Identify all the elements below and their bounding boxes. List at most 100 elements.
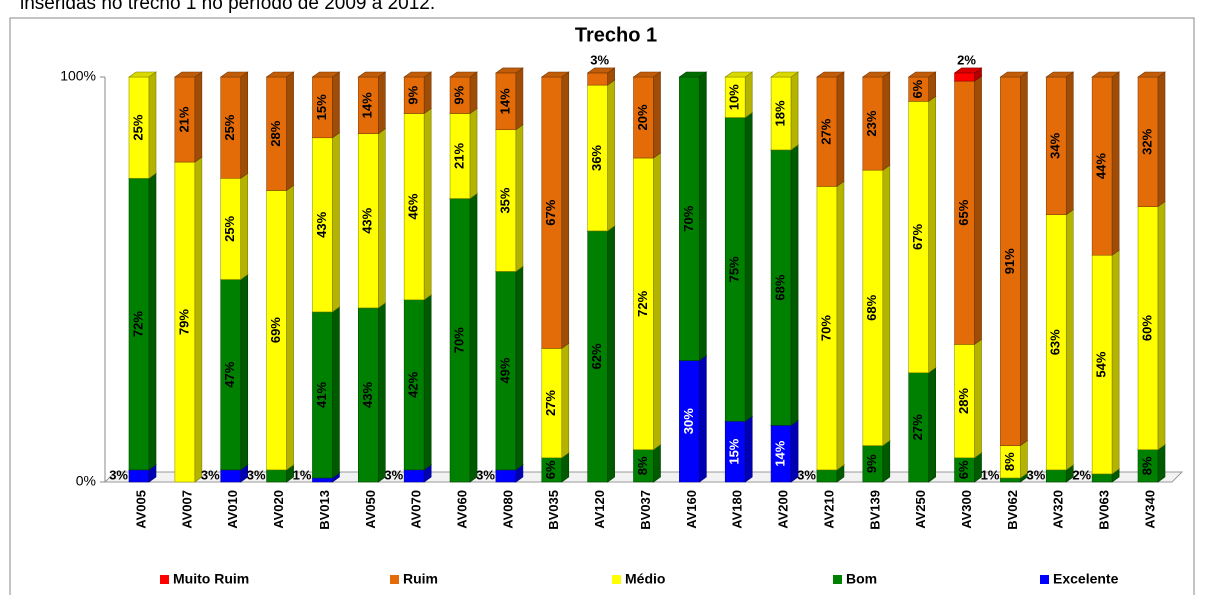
data-label: 69%	[268, 317, 283, 343]
data-label: 70%	[818, 315, 833, 341]
data-label: 23%	[864, 110, 879, 136]
data-label: 15%	[727, 438, 742, 464]
bar-side	[332, 71, 340, 139]
bar-top	[999, 71, 1029, 78]
bar-top	[357, 71, 387, 78]
bar-side	[469, 71, 478, 115]
bar-segment	[312, 477, 333, 483]
data-label: 27%	[543, 390, 558, 416]
data-label: 2%	[957, 52, 976, 67]
x-tick-label: BV035	[546, 490, 561, 530]
bar-top	[311, 71, 341, 78]
data-label: 3%	[109, 467, 128, 482]
bar-side	[836, 180, 845, 471]
bar-side	[561, 71, 570, 349]
data-label: 8%	[635, 456, 650, 475]
bar-side	[378, 302, 386, 483]
data-label: 27%	[910, 414, 925, 440]
data-label: 1%	[981, 467, 1000, 482]
data-label: 3%	[1026, 467, 1045, 482]
x-tick-label: AV200	[776, 490, 791, 529]
data-label: 54%	[1094, 351, 1109, 377]
x-tick-label: AV080	[500, 490, 515, 529]
data-label: 3%	[247, 467, 266, 482]
bar-top	[816, 71, 845, 78]
data-label: 2%	[1072, 467, 1091, 482]
data-label: 9%	[864, 454, 879, 473]
bar-side	[286, 71, 294, 191]
data-label: 14%	[773, 440, 788, 466]
bar-side	[1111, 71, 1120, 256]
bar-top	[540, 71, 570, 78]
data-label: 43%	[360, 207, 375, 233]
x-tick-label: AV050	[363, 490, 378, 529]
data-label: 25%	[222, 215, 237, 241]
bar-segment	[1091, 473, 1113, 483]
bar-side	[515, 124, 524, 272]
legend-label: Excelente	[1053, 571, 1119, 587]
x-tick-label: AV007	[179, 490, 194, 529]
x-tick-label: BV037	[638, 490, 653, 530]
bar-side	[882, 71, 891, 171]
x-tick-label: BV013	[317, 490, 332, 530]
caption: inseridas no trecho 1 no período de 2009…	[20, 0, 435, 14]
data-label: 44%	[1094, 153, 1109, 179]
data-label: 27%	[818, 118, 833, 144]
bar-top	[907, 71, 937, 78]
bar-side	[332, 132, 340, 313]
data-label: 14%	[360, 92, 375, 118]
bar-side	[240, 273, 249, 471]
bar-side	[928, 367, 936, 483]
data-label: 21%	[176, 106, 191, 132]
bar-side	[1157, 444, 1166, 483]
bar-side	[928, 95, 936, 374]
data-label: 9%	[451, 85, 466, 104]
x-tick-label: AV210	[821, 490, 836, 529]
bar-top	[770, 71, 800, 78]
bar-side	[607, 79, 615, 232]
data-label: 30%	[681, 408, 696, 434]
legend-label: Muito Ruim	[173, 571, 249, 587]
bar-top	[678, 71, 708, 78]
data-label: 42%	[406, 371, 421, 397]
data-label: 62%	[589, 343, 604, 369]
data-label: 60%	[1139, 315, 1154, 341]
bar-side	[607, 225, 615, 483]
bar-top	[173, 71, 203, 78]
legend-swatch	[160, 575, 169, 584]
data-label: 15%	[314, 94, 329, 120]
bar-top	[724, 71, 754, 78]
data-label: 43%	[314, 211, 329, 237]
data-label: 68%	[864, 294, 879, 320]
data-label: 47%	[222, 361, 237, 387]
bar-segment	[954, 72, 975, 82]
bar-top	[1091, 71, 1121, 78]
legend-label: Médio	[625, 571, 665, 587]
data-label: 1%	[293, 467, 312, 482]
bar-side	[974, 338, 982, 459]
bar-segment	[1000, 477, 1021, 483]
bar-segment	[1045, 469, 1067, 483]
bar-segment	[587, 72, 608, 86]
bar-side	[1065, 209, 1074, 471]
bar-segment	[403, 469, 425, 483]
bar-side	[1157, 201, 1166, 451]
data-label: 63%	[1048, 329, 1063, 355]
data-label: 8%	[1139, 456, 1154, 475]
bar-side	[882, 164, 891, 447]
bar-side	[744, 71, 753, 119]
bar-side	[1065, 71, 1074, 216]
chart-frame	[9, 17, 1195, 595]
bar-side	[653, 71, 661, 159]
data-label: 28%	[956, 388, 971, 414]
data-label: 72%	[635, 290, 650, 316]
bar-side	[332, 306, 340, 479]
bar-side	[469, 192, 478, 483]
bar-segment	[495, 469, 517, 483]
legend-swatch	[612, 575, 621, 584]
data-label: 6%	[956, 460, 971, 479]
data-label: 36%	[589, 145, 604, 171]
data-label: 8%	[1002, 452, 1017, 471]
bar-side	[744, 111, 753, 422]
